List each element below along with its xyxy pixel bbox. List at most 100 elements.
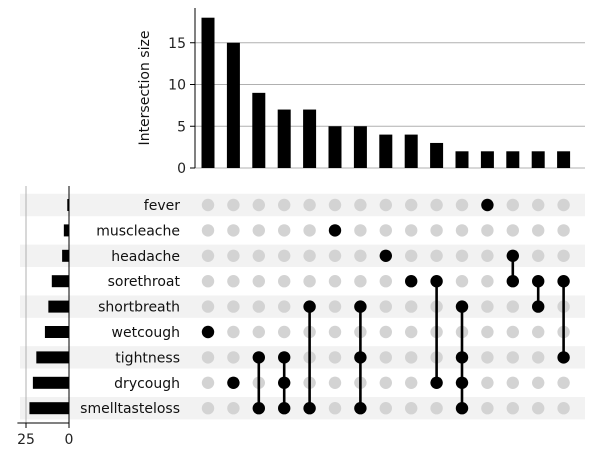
matrix-dot-active bbox=[506, 249, 519, 262]
set-label: smelltasteloss bbox=[80, 401, 180, 417]
matrix-dot-inactive bbox=[379, 325, 392, 339]
matrix-dot-inactive bbox=[532, 402, 545, 415]
matrix-dot-inactive bbox=[278, 300, 291, 313]
matrix-dot-active bbox=[278, 351, 291, 364]
matrix-dot-inactive bbox=[481, 224, 494, 237]
matrix-dot-inactive bbox=[201, 275, 215, 288]
matrix-dot-active bbox=[201, 325, 215, 339]
matrix-dot-inactive bbox=[557, 198, 570, 212]
matrix-dot-inactive bbox=[405, 376, 418, 389]
matrix-dot-inactive bbox=[227, 224, 240, 237]
set-size-bar bbox=[29, 402, 69, 415]
set-label: wetcough bbox=[112, 325, 180, 341]
set-label: drycough bbox=[114, 376, 180, 392]
matrix-dot-inactive bbox=[328, 249, 342, 262]
matrix-dot-inactive bbox=[303, 249, 316, 262]
matrix-dot-inactive bbox=[328, 275, 342, 288]
matrix-dot-active bbox=[303, 402, 316, 415]
matrix-dot-inactive bbox=[252, 300, 265, 313]
set-label: tightness bbox=[115, 350, 180, 366]
matrix-dot-inactive bbox=[278, 224, 291, 237]
intersection-bars bbox=[201, 17, 571, 169]
y-tick-label: 5 bbox=[177, 119, 186, 135]
intersection-bar bbox=[201, 17, 215, 169]
matrix-dot-inactive bbox=[227, 300, 240, 313]
matrix-dot-inactive bbox=[532, 249, 545, 262]
matrix-dot-inactive bbox=[532, 224, 545, 237]
intersection-bar bbox=[531, 151, 545, 168]
matrix-dot-active bbox=[557, 275, 570, 288]
matrix-dot-active bbox=[227, 376, 240, 389]
row-stripe bbox=[20, 346, 585, 369]
row-stripe bbox=[20, 193, 585, 217]
matrix-dot-active bbox=[328, 224, 342, 237]
intersection-bar bbox=[404, 134, 418, 168]
matrix-dot-inactive bbox=[557, 402, 570, 415]
row-stripe bbox=[20, 244, 585, 267]
matrix-dot-inactive bbox=[303, 198, 316, 212]
matrix-dot-inactive bbox=[354, 249, 367, 262]
matrix-dot-inactive bbox=[328, 402, 342, 415]
matrix-dot-inactive bbox=[405, 198, 418, 212]
matrix-dot-inactive bbox=[379, 376, 392, 389]
matrix-dot-active bbox=[303, 300, 316, 313]
matrix-dot-inactive bbox=[379, 300, 392, 313]
matrix-dot-inactive bbox=[227, 275, 240, 288]
matrix-dot-inactive bbox=[328, 300, 342, 313]
matrix-dot-inactive bbox=[303, 224, 316, 237]
intersection-bar bbox=[557, 151, 571, 168]
matrix-dot-inactive bbox=[430, 224, 443, 237]
intersection-axis: Intersection size bbox=[137, 8, 196, 168]
matrix-dot-inactive bbox=[405, 224, 418, 237]
matrix-dot-inactive bbox=[430, 402, 443, 415]
set-label: muscleache bbox=[96, 223, 180, 239]
matrix-dot-inactive bbox=[557, 376, 570, 389]
matrix-dot-inactive bbox=[227, 402, 240, 415]
matrix-dot-inactive bbox=[328, 198, 342, 212]
matrix-dot-active bbox=[354, 351, 367, 364]
membership-matrix bbox=[201, 198, 570, 415]
matrix-dot-inactive bbox=[455, 249, 469, 262]
matrix-dot-inactive bbox=[201, 376, 215, 389]
matrix-dot-inactive bbox=[405, 300, 418, 313]
row-stripes bbox=[20, 193, 585, 420]
matrix-dot-active bbox=[405, 275, 418, 288]
matrix-dot-inactive bbox=[201, 224, 215, 237]
matrix-dot-inactive bbox=[481, 351, 494, 364]
matrix-dot-active bbox=[455, 402, 469, 415]
intersection-bar bbox=[328, 126, 342, 168]
row-stripe bbox=[20, 295, 585, 318]
matrix-dot-inactive bbox=[506, 376, 519, 389]
matrix-dot-inactive bbox=[252, 224, 265, 237]
matrix-dot-inactive bbox=[278, 249, 291, 262]
matrix-dot-inactive bbox=[328, 376, 342, 389]
set-size-axis: 25 0 bbox=[17, 186, 73, 448]
intersection-bar bbox=[277, 109, 291, 168]
matrix-dot-inactive bbox=[252, 249, 265, 262]
matrix-dot-inactive bbox=[354, 224, 367, 237]
matrix-dot-active bbox=[455, 300, 469, 313]
matrix-dot-active bbox=[532, 300, 545, 313]
matrix-dot-inactive bbox=[481, 325, 494, 339]
matrix-dot-inactive bbox=[557, 249, 570, 262]
intersection-bar bbox=[353, 126, 367, 168]
intersection-bar bbox=[480, 151, 494, 168]
matrix-dot-inactive bbox=[506, 325, 519, 339]
matrix-dot-active bbox=[430, 275, 443, 288]
matrix-dot-inactive bbox=[532, 351, 545, 364]
set-label: sorethroat bbox=[108, 274, 181, 290]
set-label: shortbreath bbox=[98, 300, 180, 316]
matrix-dot-inactive bbox=[379, 402, 392, 415]
matrix-dot-inactive bbox=[430, 198, 443, 212]
matrix-dot-active bbox=[354, 300, 367, 313]
set-size-bar bbox=[67, 199, 69, 211]
row-stripe bbox=[20, 397, 585, 420]
matrix-dot-inactive bbox=[201, 351, 215, 364]
matrix-dot-active bbox=[354, 402, 367, 415]
intersection-bar bbox=[226, 42, 240, 168]
matrix-dot-inactive bbox=[557, 224, 570, 237]
matrix-dot-inactive bbox=[354, 198, 367, 212]
set-size-bar bbox=[44, 326, 69, 338]
set-label: fever bbox=[144, 198, 180, 214]
